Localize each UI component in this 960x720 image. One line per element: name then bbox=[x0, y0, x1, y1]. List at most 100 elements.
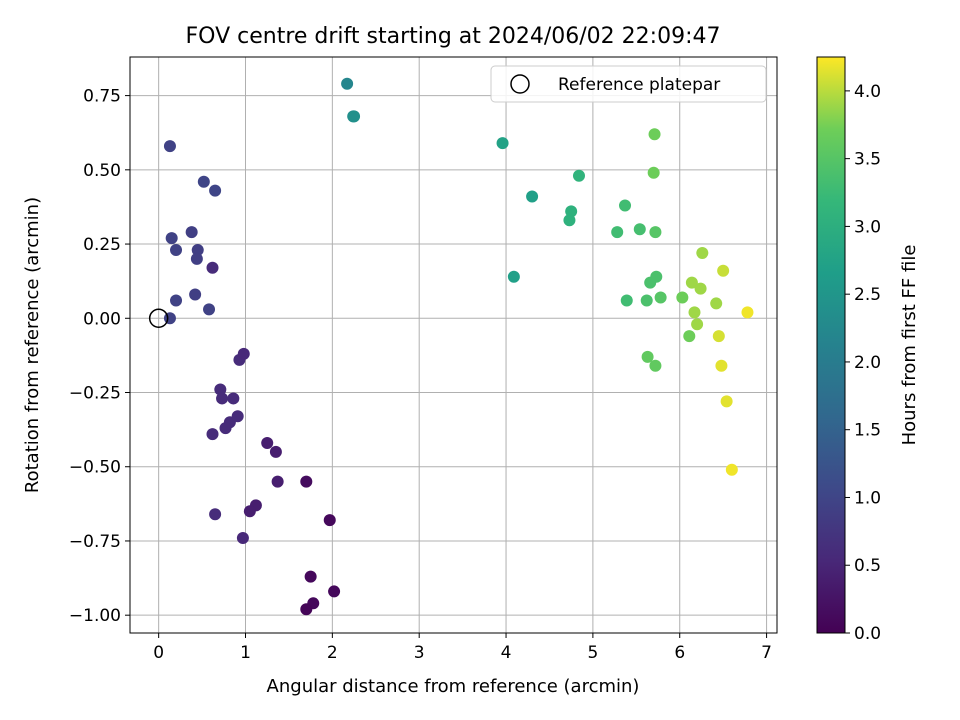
scatter-point bbox=[300, 603, 313, 616]
scatter-point bbox=[611, 226, 624, 239]
x-tick-label: 6 bbox=[674, 643, 685, 663]
scatter-point bbox=[214, 383, 227, 396]
scatter-point bbox=[269, 445, 282, 458]
x-tick-label: 4 bbox=[501, 643, 512, 663]
scatter-point bbox=[300, 475, 313, 488]
y-tick-label: −0.25 bbox=[69, 384, 121, 404]
scatter-point bbox=[633, 223, 646, 236]
y-tick-label: −0.75 bbox=[69, 532, 121, 552]
scatter-point bbox=[165, 232, 178, 245]
scatter-point bbox=[191, 243, 204, 256]
scatter-point bbox=[243, 505, 256, 518]
colorbar-label: Hours from first FF file bbox=[899, 245, 920, 446]
scatter-point bbox=[236, 531, 249, 544]
y-tick-label: 0.00 bbox=[83, 309, 121, 329]
y-axis-label: Rotation from reference (arcmin) bbox=[22, 197, 43, 493]
scatter-point bbox=[683, 330, 696, 343]
scatter-point bbox=[650, 270, 663, 283]
scatter-point bbox=[237, 347, 250, 360]
x-tick-label: 1 bbox=[240, 643, 251, 663]
scatter-point bbox=[185, 226, 198, 239]
colorbar-gradient bbox=[816, 56, 846, 634]
x-tick-label: 5 bbox=[587, 643, 598, 663]
scatter-point bbox=[348, 110, 361, 123]
scatter-point bbox=[696, 246, 709, 259]
reference-platepar-marker bbox=[148, 308, 169, 329]
scatter-point bbox=[694, 282, 707, 295]
scatter-point bbox=[507, 270, 520, 283]
scatter-point bbox=[648, 128, 661, 141]
scatter-point bbox=[741, 306, 754, 319]
legend-reference-marker bbox=[510, 74, 530, 94]
legend-box bbox=[490, 65, 767, 103]
scatter-point bbox=[640, 294, 653, 307]
scatter-point bbox=[676, 291, 689, 304]
colorbar-ticks: 0.0 0.5 1.0 1.5 2.0 2.5 3.0 3.5 4.0 bbox=[845, 82, 881, 644]
x-axis-ticks: 0 1 2 3 4 5 6 7 bbox=[153, 633, 772, 663]
grid-lines bbox=[130, 57, 777, 633]
scatter-point bbox=[209, 508, 222, 521]
colorbar-tick-label: 0.5 bbox=[854, 556, 881, 576]
scatter-point bbox=[526, 190, 539, 203]
scatter-point bbox=[641, 350, 654, 363]
colorbar-tick-label: 1.0 bbox=[854, 488, 881, 508]
y-axis-ticks: −1.00 −0.75 −0.50 −0.25 0.00 0.25 0.50 0.75 bbox=[69, 87, 130, 626]
scatter-point bbox=[725, 463, 738, 476]
chart-title: FOV centre drift starting at 2024/06/02 … bbox=[186, 24, 721, 49]
scatter-point bbox=[720, 395, 733, 408]
scatter-point bbox=[710, 297, 723, 310]
colorbar-tick-label: 3.0 bbox=[854, 217, 881, 237]
scatter-point bbox=[715, 359, 728, 372]
scatter-point bbox=[197, 175, 210, 188]
scatter-point bbox=[649, 359, 662, 372]
scatter-point bbox=[163, 140, 176, 153]
scatter-point bbox=[189, 288, 202, 301]
scatter-point bbox=[219, 422, 232, 435]
legend-label: Reference platepar bbox=[558, 75, 720, 95]
x-tick-label: 7 bbox=[761, 643, 772, 663]
scatter-point bbox=[496, 137, 509, 150]
scatter-point bbox=[227, 392, 240, 405]
scatter-point bbox=[170, 243, 183, 256]
scatter-point bbox=[206, 428, 219, 441]
scatter-point bbox=[563, 214, 576, 227]
scatter-point bbox=[572, 169, 585, 182]
colorbar-tick-label: 2.5 bbox=[854, 285, 881, 305]
colorbar-tick-label: 4.0 bbox=[854, 82, 881, 102]
x-tick-label: 2 bbox=[327, 643, 338, 663]
scatter-point bbox=[231, 410, 244, 423]
plot-area-frame bbox=[129, 56, 778, 634]
scatter-point bbox=[649, 226, 662, 239]
scatter-point bbox=[654, 291, 667, 304]
colorbar-tick-label: 2.0 bbox=[854, 353, 881, 373]
scatter-point bbox=[206, 261, 219, 274]
legend: Reference platepar bbox=[490, 65, 767, 103]
scatter-point bbox=[619, 199, 632, 212]
scatter-point bbox=[163, 312, 176, 325]
colorbar-tick-label: 3.5 bbox=[854, 150, 881, 170]
y-tick-label: 0.25 bbox=[83, 235, 121, 255]
scatter-point bbox=[271, 475, 284, 488]
scatter-point bbox=[328, 585, 341, 598]
data-points bbox=[148, 77, 754, 616]
scatter-point bbox=[688, 306, 701, 319]
scatter-point bbox=[190, 252, 203, 265]
y-tick-label: 0.50 bbox=[83, 161, 121, 181]
scatter-point bbox=[203, 303, 216, 316]
x-tick-label: 3 bbox=[414, 643, 425, 663]
x-tick-label: 0 bbox=[153, 643, 164, 663]
y-tick-label: −1.00 bbox=[69, 606, 121, 626]
scatter-point bbox=[620, 294, 633, 307]
scatter-point bbox=[341, 77, 354, 90]
colorbar: 0.0 0.5 1.0 1.5 2.0 2.5 3.0 3.5 4.0 Hours from f… bbox=[816, 56, 920, 644]
colorbar-tick-label: 0.0 bbox=[854, 624, 881, 644]
scatter-point bbox=[304, 570, 317, 583]
scatter-point bbox=[323, 514, 336, 527]
y-tick-label: −0.50 bbox=[69, 458, 121, 478]
scatter-point bbox=[216, 392, 229, 405]
scatter-point bbox=[685, 276, 698, 289]
scatter-point bbox=[565, 205, 578, 218]
scatter-point bbox=[647, 166, 660, 179]
scatter-point bbox=[261, 436, 274, 449]
